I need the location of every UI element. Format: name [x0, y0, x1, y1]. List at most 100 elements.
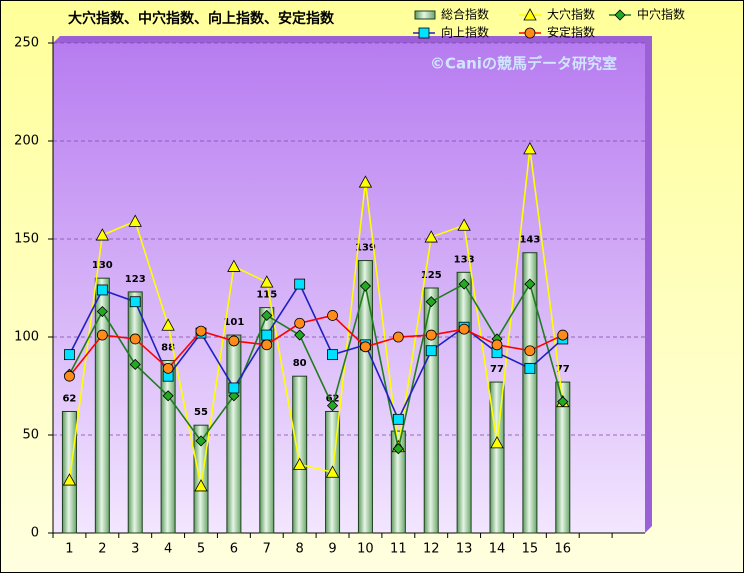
bar	[127, 291, 143, 534]
legend-label: 向上指数	[441, 25, 489, 40]
y-tick-label: 50	[22, 428, 39, 443]
marker	[425, 329, 437, 341]
marker	[614, 9, 626, 21]
marker	[261, 339, 273, 351]
legend-label: 総合指数	[441, 7, 489, 22]
marker	[326, 400, 339, 412]
bar	[456, 271, 472, 534]
value-label: 123	[125, 274, 146, 285]
marker	[162, 390, 174, 402]
y-tick-label: 200	[14, 134, 39, 149]
x-tick-label: 7	[263, 542, 271, 557]
marker	[327, 310, 338, 321]
value-label: 125	[421, 270, 442, 281]
y-tick-label: 0	[31, 526, 39, 541]
value-label: 77	[556, 364, 570, 375]
value-label: 130	[92, 260, 113, 271]
value-label: 88	[161, 343, 175, 354]
marker	[62, 473, 77, 486]
y-tick-label: 100	[14, 330, 39, 345]
legend-label: 大穴指数	[547, 7, 595, 22]
bar	[259, 307, 275, 534]
line	[68, 314, 564, 377]
marker	[458, 323, 470, 335]
chart-title: 大穴指数、中穴指数、向上指数、安定指数	[68, 10, 335, 27]
marker	[327, 349, 338, 361]
marker	[294, 317, 306, 329]
marker	[490, 436, 504, 449]
bar	[160, 360, 176, 534]
marker	[228, 382, 240, 394]
x-tick-label: 4	[164, 542, 172, 557]
x-tick-label: 8	[296, 542, 304, 557]
bar	[390, 430, 406, 534]
marker	[557, 396, 569, 408]
legend-swatch	[414, 10, 436, 20]
watermark: ©Caniの競馬データ研究室	[430, 55, 617, 73]
value-label: 77	[490, 364, 504, 375]
marker	[261, 329, 273, 341]
x-tick-label: 9	[328, 542, 336, 557]
marker	[261, 309, 273, 322]
marker	[358, 175, 373, 188]
marker	[523, 8, 537, 21]
marker	[524, 278, 536, 290]
value-label: 101	[223, 317, 244, 328]
marker	[524, 27, 536, 39]
bar	[522, 252, 538, 534]
marker	[227, 259, 241, 272]
marker	[392, 443, 404, 455]
marker	[457, 218, 471, 231]
y-tick-label: 250	[14, 36, 39, 51]
marker	[524, 362, 536, 374]
marker	[392, 331, 404, 343]
x-tick-label: 1	[65, 542, 73, 557]
marker	[96, 329, 108, 341]
marker	[64, 349, 75, 361]
marker	[491, 339, 503, 351]
marker	[161, 318, 175, 331]
marker	[129, 333, 141, 345]
marker	[294, 329, 306, 341]
marker	[96, 305, 108, 318]
marker	[96, 284, 108, 296]
value-label: 80	[293, 358, 307, 369]
line	[68, 282, 564, 449]
marker	[194, 479, 208, 492]
x-tick-label: 5	[197, 542, 205, 557]
value-label: 62	[62, 393, 76, 404]
marker	[129, 358, 141, 371]
value-label: 139	[355, 243, 376, 254]
bar	[555, 381, 571, 534]
bar	[94, 277, 110, 534]
marker	[95, 228, 110, 241]
value-label: 115	[256, 290, 277, 301]
bar	[193, 424, 209, 534]
x-tick-label: 10	[357, 542, 374, 557]
x-tick-label: 2	[98, 542, 106, 557]
x-tick-label: 13	[456, 542, 473, 557]
marker	[129, 296, 141, 308]
marker	[292, 457, 307, 470]
value-label: 143	[519, 235, 540, 246]
x-tick-label: 3	[131, 542, 139, 557]
marker	[228, 335, 240, 347]
value-label: 55	[194, 407, 208, 418]
marker	[523, 142, 537, 155]
value-label: 62	[326, 393, 340, 404]
marker	[260, 275, 274, 288]
legend-label: 安定指数	[547, 25, 595, 40]
bars: 62 130 123 88 55 101 115 80 62 139 125 133 77 143 77	[61, 235, 571, 534]
line	[68, 148, 564, 487]
x-tick-label: 16	[555, 542, 572, 557]
marker	[325, 465, 340, 478]
marker	[524, 345, 536, 357]
marker	[195, 325, 207, 337]
marker	[64, 370, 75, 382]
x-tick-label: 12	[423, 542, 440, 557]
marker	[195, 435, 207, 447]
marker	[392, 413, 404, 425]
